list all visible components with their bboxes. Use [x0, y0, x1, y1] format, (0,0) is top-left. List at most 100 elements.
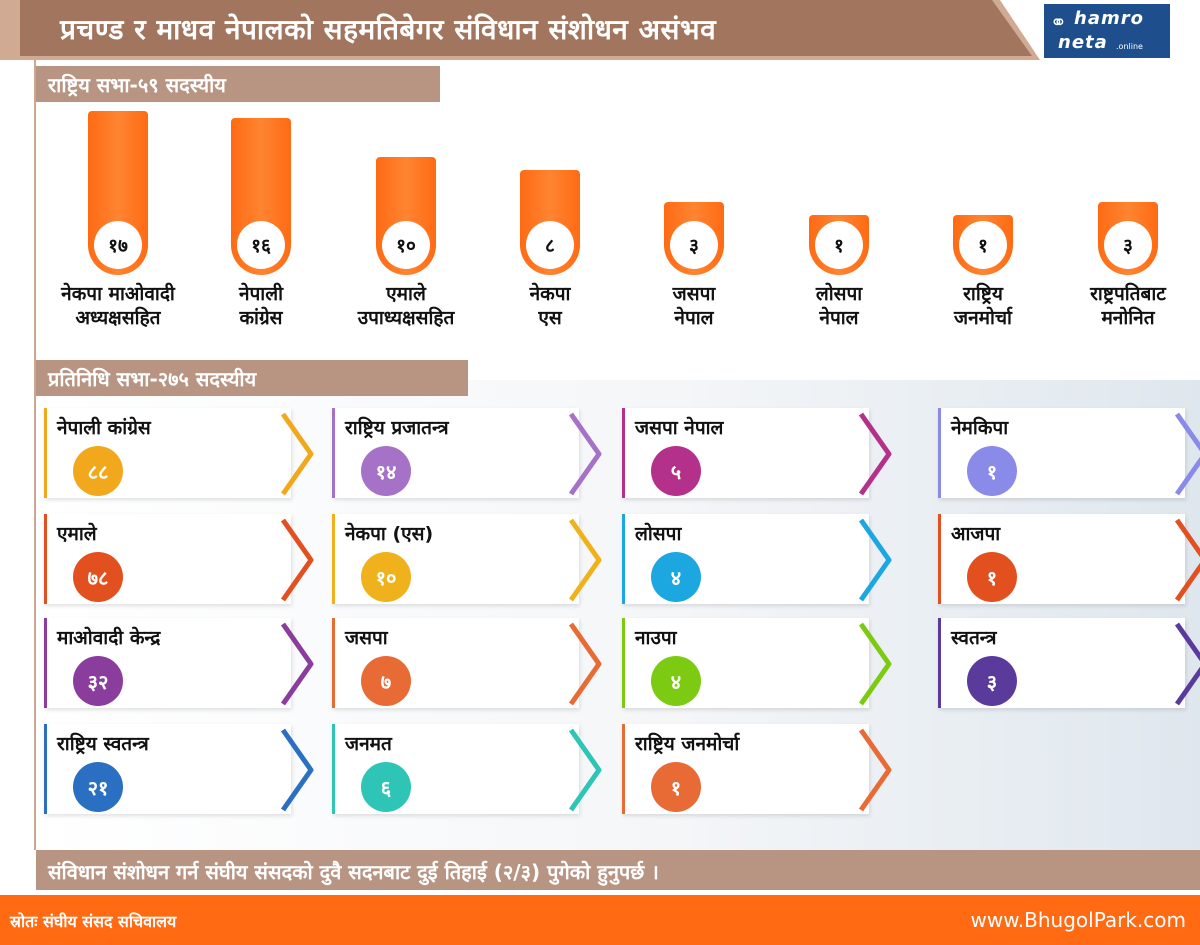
chevron-right-icon [859, 728, 892, 812]
bar-category-label: राष्ट्रपतिबाट मनोनित [1043, 282, 1200, 330]
chevron-right-icon [569, 622, 602, 706]
chevron-right-icon [1175, 622, 1200, 706]
bar-category-line: नेकपा [529, 283, 571, 305]
footer-note: संविधान संशोधन गर्न संघीय संसदको दुवै सद… [48, 860, 659, 884]
bar: १ [953, 215, 1013, 275]
bar-category-label: राष्ट्रिय जनमोर्चा [898, 282, 1068, 330]
bar-category-line: मनोनित [1101, 307, 1155, 329]
party-card: स्वतन्त्र ३ [938, 618, 1200, 708]
party-name: राष्ट्रिय स्वतन्त्र [57, 733, 149, 755]
party-name: जनमत [345, 733, 392, 755]
bar: ३ [664, 202, 724, 275]
bar-category-line: नेपाल [674, 307, 714, 329]
logo-suffix: .online [1116, 42, 1143, 51]
site-logo[interactable]: ⚭ hamro neta .online [1042, 2, 1172, 60]
seat-count-badge: ६ [361, 762, 411, 812]
party-card: नेमकिपा १ [938, 408, 1200, 498]
globe-icon: ⚭ [1050, 10, 1067, 34]
bar-category-label: जसपा नेपाल [609, 282, 779, 330]
party-card: नाउपा ४ [622, 618, 892, 708]
party-card: लोसपा ४ [622, 514, 892, 604]
party-card: एमाले ७८ [44, 514, 314, 604]
party-name: जसपा नेपाल [635, 417, 724, 439]
bar: १ [809, 215, 869, 275]
seat-count-badge: ७८ [73, 552, 123, 602]
party-name: स्वतन्त्र [951, 627, 997, 649]
logo-text-bottom: neta [1058, 32, 1108, 53]
chevron-right-icon [569, 728, 602, 812]
bar-value-label: १ [959, 221, 1007, 269]
party-name: नाउपा [635, 627, 677, 649]
party-card: राष्ट्रिय जनमोर्चा १ [622, 724, 892, 814]
party-card: जसपा ७ [332, 618, 602, 708]
bar: ८ [520, 169, 580, 275]
bar-category-line: एस [538, 307, 562, 329]
party-name: राष्ट्रिय प्रजातन्त्र [345, 417, 449, 439]
party-name: आजपा [951, 523, 1001, 545]
chevron-right-icon [281, 518, 314, 602]
chevron-right-icon [569, 518, 602, 602]
bar-value-label: १६ [237, 221, 285, 269]
bar: १७ [88, 111, 148, 275]
page-title: प्रचण्ड र माधव नेपालको सहमतिबेगर संविधान… [60, 13, 717, 46]
bar-category-line: नेपाल [819, 307, 859, 329]
bar-category-line: नेपाली [238, 283, 284, 305]
party-name: लोसपा [635, 523, 682, 545]
bar-category-label: नेपाली कांग्रेस [176, 282, 346, 330]
seat-count-badge: १४ [361, 446, 411, 496]
seat-count-badge: १ [651, 762, 701, 812]
chevron-right-icon [281, 412, 314, 496]
logo-text-top: hamro [1074, 8, 1144, 29]
party-name: एमाले [57, 523, 97, 545]
title-box [20, 0, 1032, 56]
bar-category-line: अध्यक्षसहित [75, 307, 161, 329]
chevron-right-icon [281, 622, 314, 706]
bar: १६ [231, 117, 291, 275]
bar-value-label: १० [382, 221, 430, 269]
bar: १० [376, 156, 436, 275]
bar-value-label: ३ [1104, 221, 1152, 269]
party-name: नेमकिपा [951, 417, 1009, 439]
party-card: राष्ट्रिय स्वतन्त्र २१ [44, 724, 314, 814]
party-card: राष्ट्रिय प्रजातन्त्र १४ [332, 408, 602, 498]
source-band [0, 895, 1200, 945]
seat-count-badge: ३ [967, 656, 1017, 706]
seat-count-badge: ७ [361, 656, 411, 706]
footer-note-band [36, 850, 1200, 890]
seat-count-badge: ८८ [73, 446, 123, 496]
bar-category-line: कांग्रेस [239, 307, 283, 329]
party-name: जसपा [345, 627, 388, 649]
source-text: स्रोतः संघीय संसद सचिवालय [10, 912, 177, 931]
party-name: नेपाली कांग्रेस [57, 417, 151, 439]
party-card: आजपा १ [938, 514, 1200, 604]
bar-category-line: नेकपा माओवादी [61, 283, 175, 305]
seat-count-badge: १० [361, 552, 411, 602]
bar-category-line: एमाले [386, 283, 426, 305]
bar-category-label: नेकपा एस [465, 282, 635, 330]
party-card: जसपा नेपाल ५ [622, 408, 892, 498]
bar-value-label: ३ [670, 221, 718, 269]
chevron-right-icon [1175, 412, 1200, 496]
seat-count-badge: २१ [73, 762, 123, 812]
party-name: राष्ट्रिय जनमोर्चा [635, 733, 740, 755]
bar-value-label: १ [815, 221, 863, 269]
website-link[interactable]: www.BhugolPark.com [970, 908, 1186, 932]
bar-category-line: लोसपा [815, 283, 863, 305]
seat-count-badge: १ [967, 446, 1017, 496]
chevron-right-icon [859, 412, 892, 496]
seat-count-badge: १ [967, 552, 1017, 602]
bar-category-line: जसपा [672, 283, 716, 305]
bar-category-label: नेकपा माओवादी अध्यक्षसहित [33, 282, 203, 330]
party-card: नेकपा (एस) १० [332, 514, 602, 604]
seat-count-badge: ४ [651, 656, 701, 706]
chevron-right-icon [859, 622, 892, 706]
seat-count-badge: ४ [651, 552, 701, 602]
bar-category-line: जनमोर्चा [954, 307, 1012, 329]
bar-category-line: राष्ट्रिय [963, 283, 1003, 305]
party-card: नेपाली कांग्रेस ८८ [44, 408, 314, 498]
seat-count-badge: ५ [651, 446, 701, 496]
bar: ३ [1098, 202, 1158, 275]
party-name: माओवादी केन्द्र [57, 627, 161, 649]
bar-category-line: राष्ट्रपतिबाट [1090, 283, 1166, 305]
chevron-right-icon [281, 728, 314, 812]
